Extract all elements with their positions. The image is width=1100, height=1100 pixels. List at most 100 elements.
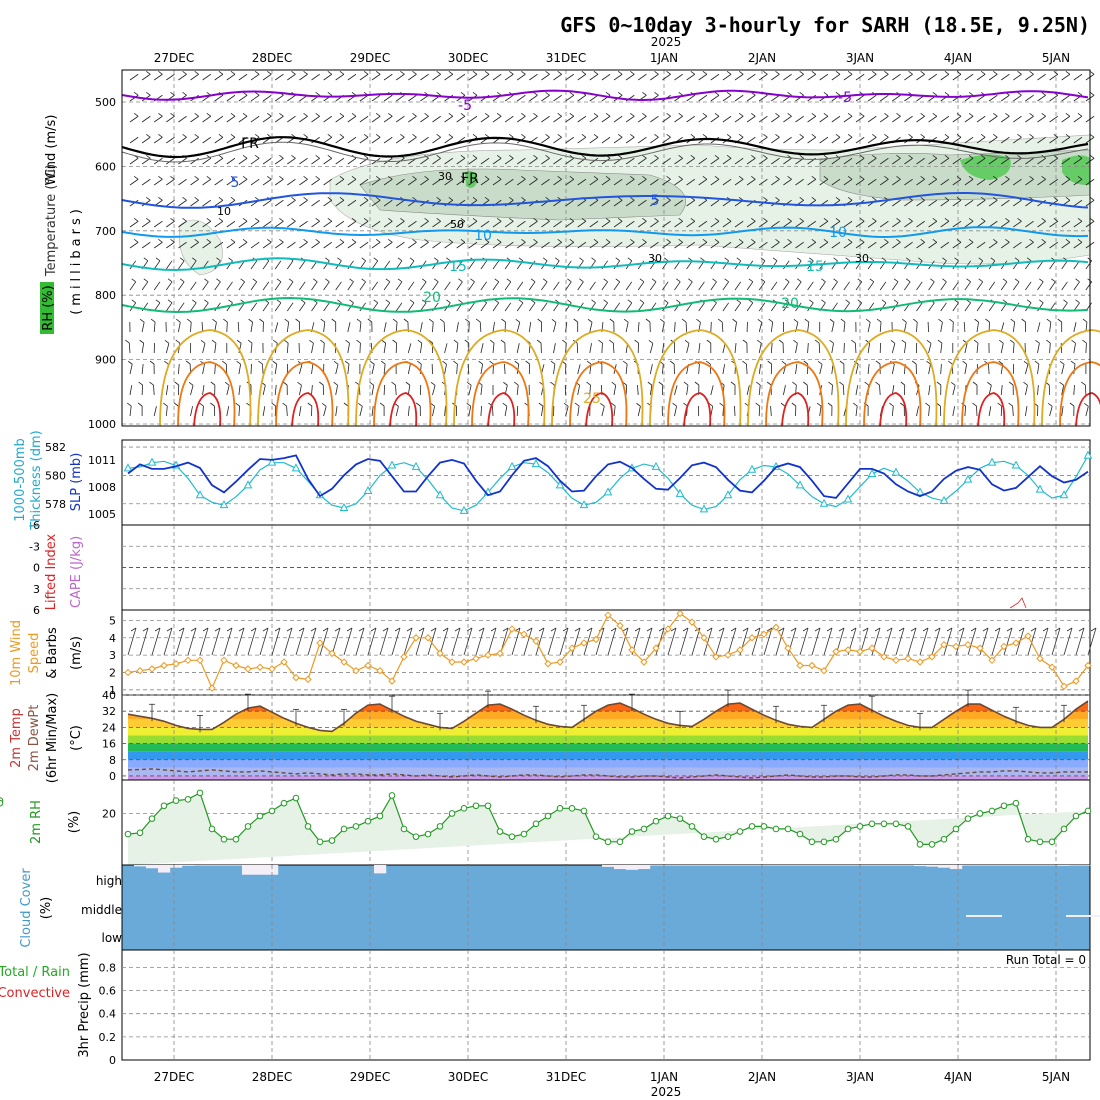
wind-barb: [674, 281, 681, 291]
wind-tick: 3: [109, 649, 116, 662]
wind-barb: [662, 281, 669, 291]
rh-point: [580, 807, 588, 815]
wind-barb-flag: [436, 91, 441, 96]
wind-barb: [963, 321, 966, 333]
wind-barb-flag: [303, 112, 308, 117]
wind-barb-flag: [980, 196, 986, 201]
wind-barb-flag: [530, 299, 536, 304]
rh-point: [376, 812, 384, 820]
wind-barb-flag: [1023, 361, 1029, 365]
wind10m-barb: [523, 627, 533, 656]
wind-barb-flag: [557, 112, 562, 117]
wind-barb: [299, 281, 306, 291]
wind-barb: [819, 73, 829, 81]
wind-barb-flag: [388, 112, 393, 117]
wind-barb-flag: [358, 402, 363, 407]
wind-barb: [129, 281, 137, 291]
wind-barb: [577, 220, 587, 228]
wind-barb: [359, 94, 369, 102]
wind-barb: [1073, 343, 1076, 354]
high-cloud-gap: [1070, 865, 1083, 866]
wind-barb: [710, 385, 714, 396]
wind-barb: [347, 281, 354, 291]
wind-barb: [831, 281, 838, 291]
wind-barb: [1037, 115, 1046, 123]
wind-barb-flag: [536, 339, 542, 344]
wind-barb-flag: [460, 217, 466, 222]
wind-barb-flag: [804, 318, 810, 323]
temp-band: [128, 735, 1088, 744]
wind-barb: [879, 199, 889, 207]
wind-barb-flag: [224, 381, 230, 386]
wind-barb-flag: [230, 175, 236, 180]
wind-speed-point: [304, 675, 312, 684]
precip-tick: 0.8: [99, 961, 117, 974]
high-cloud-gap: [782, 865, 795, 866]
wind-barb: [783, 178, 792, 186]
thickness-point: [579, 500, 589, 509]
wind-barb: [795, 115, 804, 123]
isotherm-30: [471, 361, 530, 427]
wind-barb: [1000, 343, 1004, 354]
wind-barb-flag: [182, 91, 187, 96]
wind-barb: [214, 363, 216, 375]
wind-barb: [408, 73, 417, 81]
wind-barb-flag: [315, 238, 320, 243]
wind10m-barb-flag: [274, 627, 281, 632]
wind-barb-flag: [663, 299, 669, 304]
wind-barb: [686, 73, 696, 81]
wind-barb: [190, 73, 199, 81]
rh-point: [196, 789, 204, 797]
wind-barb-flag: [876, 318, 882, 323]
wind-barb-flag: [811, 70, 817, 75]
wind-barb: [202, 136, 212, 144]
wind-barb: [625, 364, 628, 375]
wind-barb: [456, 73, 466, 81]
wind-barb-flag: [170, 238, 175, 243]
wind10m-barb: [967, 627, 977, 656]
wind-barb: [299, 302, 306, 312]
wind-barb-flag: [835, 217, 841, 222]
wind-barb: [783, 385, 786, 396]
wind-barb-flag: [297, 381, 302, 386]
wind10m-barb: [331, 627, 341, 656]
wind-barb: [577, 385, 581, 396]
wind10m-barb: [991, 627, 1001, 656]
wind-barb: [770, 302, 778, 312]
wind-barb-flag: [339, 112, 345, 117]
wind-barb: [202, 406, 204, 417]
wind-barb-flag: [472, 217, 478, 222]
wind-barb-flag: [146, 133, 151, 138]
wind-barb-flag: [630, 196, 635, 201]
wind-barb-flag: [194, 175, 199, 180]
wind-barb-flag: [1014, 257, 1020, 262]
wind-barb: [867, 94, 877, 102]
wind-barb: [347, 241, 357, 249]
wind-barb-flag: [610, 402, 616, 407]
wind-barb-flag: [143, 278, 149, 283]
wind-barb: [867, 281, 875, 291]
wind-barb-flag: [859, 238, 865, 243]
wind-barb-flag: [212, 318, 217, 323]
rh-point: [628, 828, 636, 835]
wind-barb-flag: [351, 175, 357, 180]
high-cloud-gap: [974, 865, 987, 866]
thickness-point: [675, 488, 685, 497]
wind-barb: [311, 136, 320, 144]
wind10m-barb-flag: [1066, 627, 1073, 632]
wind-barb-flag: [603, 299, 608, 304]
wind-barb: [190, 321, 192, 333]
wind-barb-flag: [557, 133, 562, 138]
wind-barb-flag: [216, 278, 221, 283]
rh-zone-70: [1062, 155, 1090, 186]
wind-barb-flag: [545, 196, 550, 201]
wind-barb-flag: [944, 196, 950, 201]
wind-barb: [686, 220, 696, 228]
wind-barb: [734, 220, 744, 228]
wind-barb: [613, 220, 623, 228]
wind-barb: [952, 321, 954, 333]
wind-barb-flag: [893, 278, 899, 283]
wind-barb: [722, 364, 726, 375]
wind-barb-flag: [158, 133, 163, 138]
